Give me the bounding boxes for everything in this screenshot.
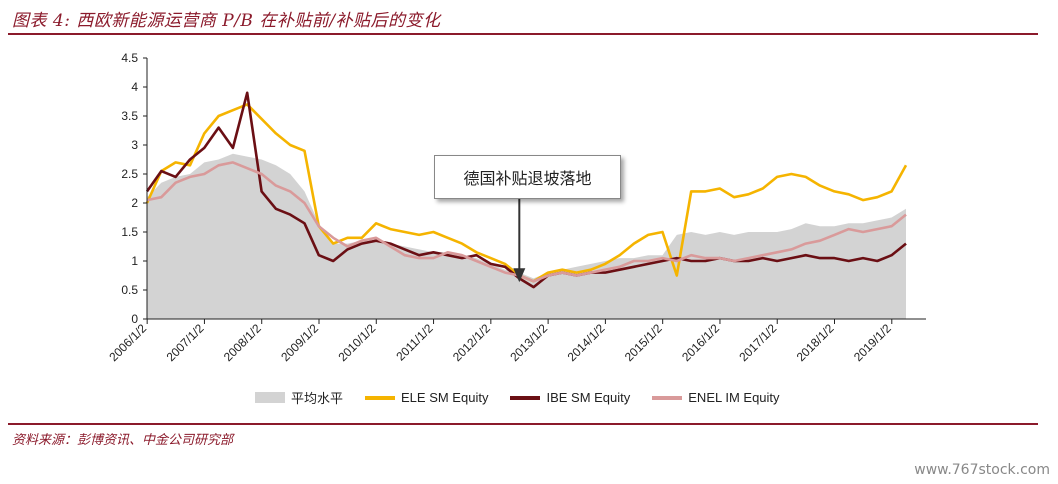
x-tick-label: 2010/1/2 — [335, 321, 378, 364]
series-line-enel — [146, 161, 907, 283]
legend-label-enel: ENEL IM Equity — [688, 390, 780, 405]
annotation-arrowhead — [513, 268, 526, 283]
legend-label-ibe: IBE SM Equity — [546, 390, 631, 405]
legend-label-average: 平均水平 — [291, 391, 344, 406]
y-tick-label: 4 — [131, 80, 138, 94]
legend-swatch-ibe — [510, 395, 541, 400]
legend-item-ibe: IBE SM Equity — [510, 390, 630, 405]
x-tick-label: 2008/1/2 — [221, 321, 264, 364]
x-tick-label: 2011/1/2 — [393, 321, 436, 364]
y-tick-label: 4.5 — [121, 51, 138, 65]
x-tick-label: 2014/1/2 — [565, 321, 608, 364]
legend-label-ele: ELE SM Equity — [401, 390, 489, 405]
source-note: 资料来源：彭博资讯、中金公司研究部 — [12, 433, 234, 448]
figure-title: 图表 4: 西欧新能源运营商 P/B 在补贴前/补贴后的变化 — [12, 11, 441, 31]
x-tick-label: 2015/1/2 — [622, 321, 665, 364]
legend-swatch-ele — [365, 395, 396, 400]
x-tick-label: 2009/1/2 — [278, 321, 321, 364]
annotation-box: 德国补贴退坡落地 — [434, 155, 621, 199]
series-line-ibe — [145, 91, 907, 289]
y-tick-label: 2 — [131, 196, 138, 210]
x-tick-label: 2016/1/2 — [679, 321, 722, 364]
y-tick-label: 1 — [131, 254, 138, 268]
legend-item-enel: ENEL IM Equity — [652, 390, 780, 405]
x-tick-label: 2007/1/2 — [164, 321, 207, 364]
legend-item-ele: ELE SM Equity — [365, 390, 488, 405]
chart-legend: 平均水平 ELE SM Equity IBE SM Equity ENEL IM… — [255, 388, 802, 407]
watermark: www.767stock.com — [914, 462, 1050, 478]
y-tick-label: 0.5 — [121, 283, 138, 297]
source-rule — [8, 423, 1038, 425]
y-tick-label: 3 — [131, 138, 138, 152]
y-tick-label: 1.5 — [121, 225, 138, 239]
x-tick-label: 2017/1/2 — [736, 321, 779, 364]
y-tick-label: 2.5 — [121, 167, 138, 181]
x-tick-label: 2006/1/2 — [106, 321, 149, 364]
series-area-average — [147, 153, 906, 319]
x-tick-label: 2013/1/2 — [507, 321, 550, 364]
legend-swatch-enel — [652, 395, 683, 400]
title-rule — [8, 33, 1038, 35]
x-tick-label: 2012/1/2 — [450, 321, 493, 364]
legend-item-average: 平均水平 — [255, 388, 343, 407]
y-tick-label: 0 — [131, 312, 138, 326]
x-tick-label: 2018/1/2 — [794, 321, 837, 364]
x-tick-label: 2019/1/2 — [851, 321, 894, 364]
y-tick-label: 3.5 — [121, 109, 138, 123]
legend-swatch-average — [255, 392, 285, 403]
